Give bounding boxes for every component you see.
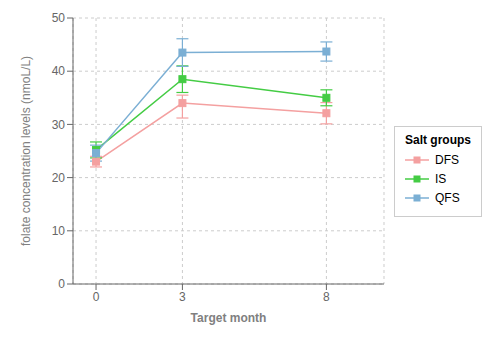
svg-text:folate concentration levels (n: folate concentration levels (nmoL/L) (19, 56, 33, 246)
svg-text:10: 10 (52, 224, 66, 238)
svg-text:3: 3 (179, 290, 186, 304)
svg-text:8: 8 (323, 290, 330, 304)
svg-text:30: 30 (52, 118, 66, 132)
svg-text:0: 0 (58, 277, 65, 291)
svg-text:0: 0 (93, 290, 100, 304)
svg-text:Target month: Target month (191, 311, 267, 325)
html-text:Salt groups: Salt groups (405, 132, 471, 147)
svg-text:50: 50 (52, 11, 66, 25)
html-text:IS: IS (435, 171, 447, 186)
html-text:QFS: QFS (435, 190, 460, 205)
svg-text:20: 20 (52, 171, 66, 185)
svg-text:40: 40 (52, 64, 66, 78)
html-text:DFS: DFS (435, 152, 459, 167)
